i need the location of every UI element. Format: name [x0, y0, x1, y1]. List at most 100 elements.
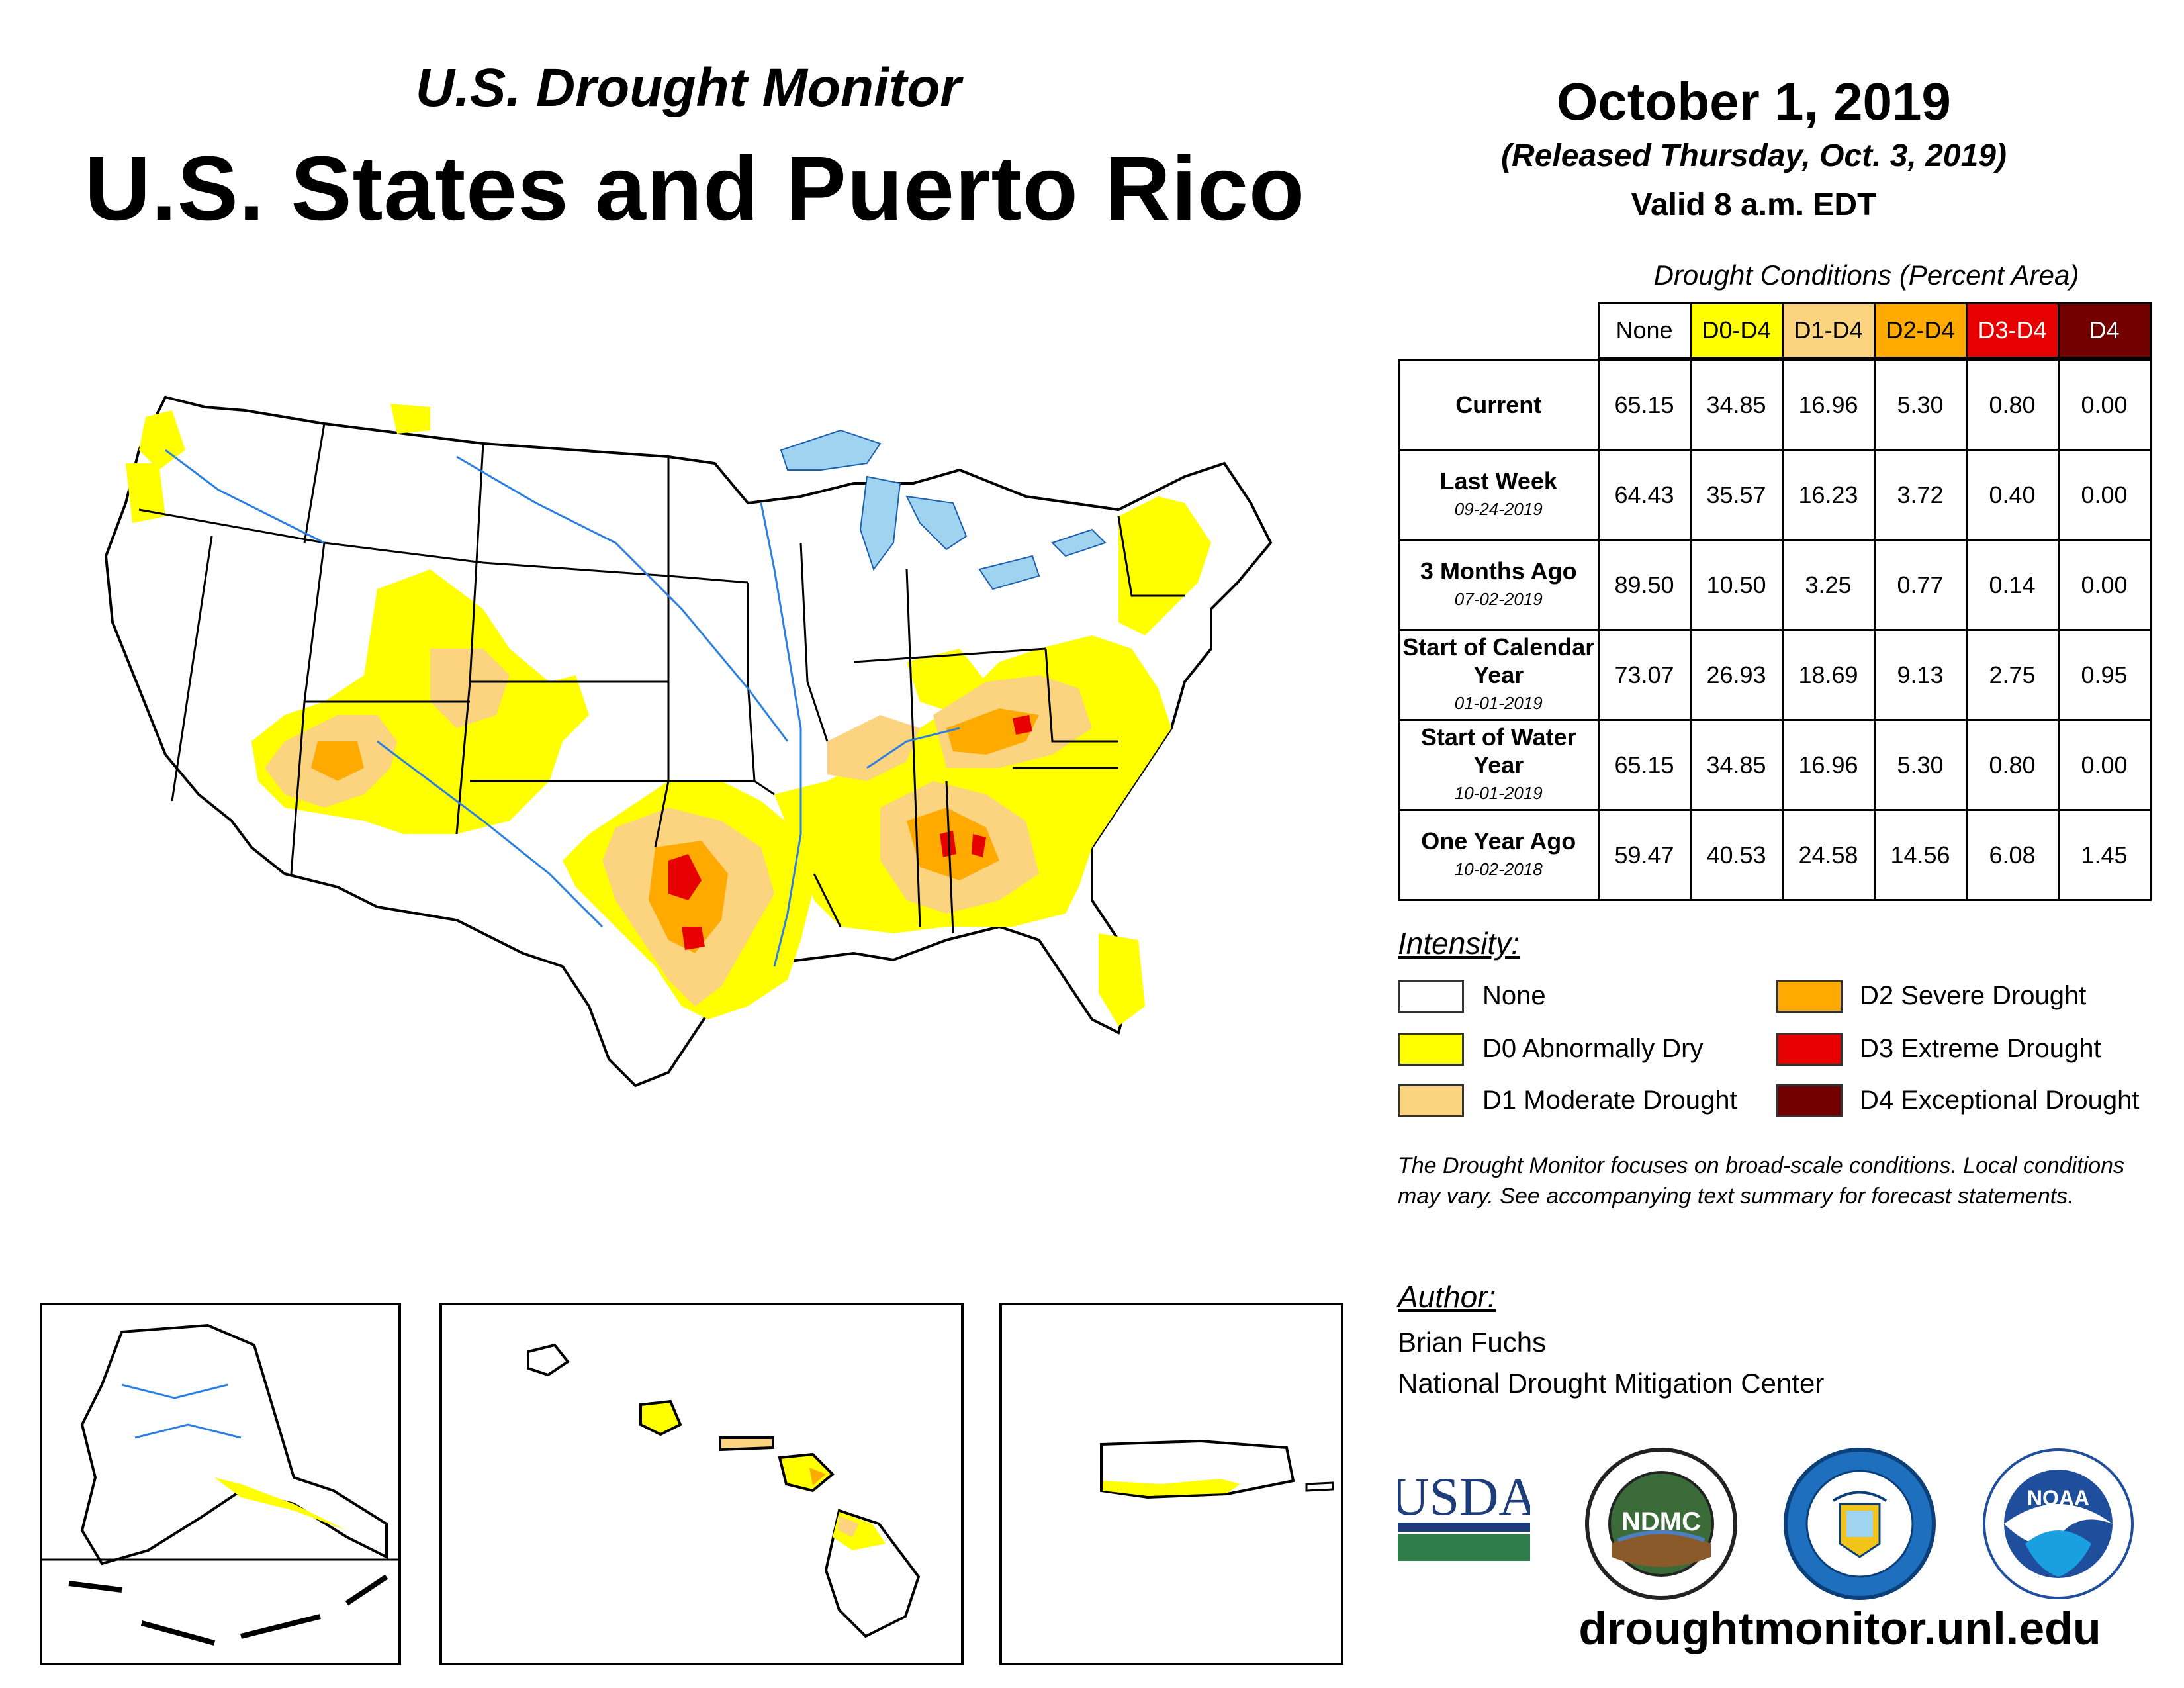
table-row: Start of Calendar Year 01-01-2019 73.07 2… [1398, 629, 2152, 721]
maui-d2 [809, 1468, 826, 1485]
legend-swatch-d2 [1776, 980, 1843, 1013]
col-d1-d4: D1-D4 [1781, 302, 1876, 359]
hawaii-map [527, 1343, 921, 1638]
big-island-d1 [838, 1516, 859, 1537]
rivers [165, 449, 960, 967]
cell: 0.77 [1873, 539, 1968, 631]
legend-label-d3: D3 Extreme Drought [1860, 1034, 2101, 1063]
cell: 0.80 [1965, 719, 2060, 811]
alaska-map [42, 1323, 398, 1646]
oahu [639, 1399, 682, 1436]
table-row: One Year Ago 10-02-2018 59.47 40.53 24.58… [1398, 809, 2152, 901]
col-d0-d4: D0-D4 [1689, 302, 1784, 359]
disclaimer-note: The Drought Monitor focuses on broad-sca… [1398, 1153, 2125, 1209]
conus-drought-map [104, 395, 1273, 1088]
cell: 89.50 [1597, 539, 1692, 631]
release-date: (Released Thursday, Oct. 3, 2019) [1501, 138, 2007, 173]
cell: 65.15 [1597, 359, 1692, 451]
molokai [719, 1436, 774, 1452]
cell: 3.25 [1781, 539, 1876, 631]
website-link[interactable]: droughtmonitor.unl.edu [1578, 1603, 2101, 1654]
drought-stats-table: None D0-D4 D1-D4 D2-D4 D3-D4 D4 Current … [1398, 302, 2152, 901]
col-d4: D4 [2057, 302, 2152, 359]
cell: 34.85 [1689, 719, 1784, 811]
map-subtitle: U.S. Drought Monitor [415, 58, 962, 118]
valid-time: Valid 8 a.m. EDT [1631, 187, 1877, 222]
legend-heading: Intensity: [1398, 926, 1520, 961]
row-label: 3 Months Ago 07-02-2019 [1398, 539, 1600, 631]
row-label: Start of Calendar Year 01-01-2019 [1398, 629, 1600, 721]
author-heading: Author: [1398, 1280, 1496, 1314]
ndmc-logo-text: NDMC [1621, 1507, 1701, 1536]
map-date: October 1, 2019 [1557, 72, 1951, 131]
cell: 9.13 [1873, 629, 1968, 721]
maui [778, 1452, 835, 1493]
noaa-logo-text: NOAA [2027, 1486, 2089, 1510]
cell: 16.96 [1781, 719, 1876, 811]
state-borders [138, 423, 1185, 934]
cell: 0.80 [1965, 359, 2060, 451]
cell: 73.07 [1597, 629, 1692, 721]
puerto-rico-map [1100, 1439, 1334, 1499]
vieques [1305, 1481, 1334, 1492]
cell: 35.57 [1689, 449, 1784, 541]
great-lakes [780, 429, 1107, 590]
map-title: U.S. States and Puerto Rico [84, 138, 1306, 240]
legend-swatch-d3 [1776, 1033, 1843, 1066]
row-label: One Year Ago 10-02-2018 [1398, 809, 1600, 901]
puerto-rico-d0 [1103, 1479, 1240, 1496]
legend-label-d2: D2 Severe Drought [1860, 981, 2087, 1010]
cell: 0.00 [2057, 719, 2152, 811]
usda-logo-text: USDA [1398, 1466, 1530, 1526]
cell: 64.43 [1597, 449, 1692, 541]
commerce-logo [1784, 1448, 1936, 1600]
aleutian-islands [68, 1574, 388, 1646]
cell: 24.58 [1781, 809, 1876, 901]
hawaii-inset [439, 1303, 964, 1665]
legend-label-d1: D1 Moderate Drought [1482, 1086, 1737, 1115]
legend-swatch-d4 [1776, 1084, 1843, 1117]
col-d2-d4: D2-D4 [1873, 302, 1968, 359]
col-none: None [1597, 302, 1692, 359]
cell: 3.72 [1873, 449, 1968, 541]
row-label: Last Week 09-24-2019 [1398, 449, 1600, 541]
row-label: Start of Water Year 10-01-2019 [1398, 719, 1600, 811]
legend-label-d4: D4 Exceptional Drought [1860, 1086, 2140, 1115]
noaa-logo: NOAA [1983, 1448, 2134, 1599]
d3-areas [668, 715, 1032, 950]
cell: 0.00 [2057, 449, 2152, 541]
author-org: National Drought Mitigation Center [1398, 1368, 1825, 1399]
cell: 0.40 [1965, 449, 2060, 541]
legend-swatch-d1 [1398, 1084, 1464, 1117]
cell: 14.56 [1873, 809, 1968, 901]
col-d3-d4: D3-D4 [1965, 302, 2060, 359]
cell: 1.45 [2057, 809, 2152, 901]
cell: 59.47 [1597, 809, 1692, 901]
table-header-row: None D0-D4 D1-D4 D2-D4 D3-D4 D4 [1399, 302, 2152, 359]
cell: 0.14 [1965, 539, 2060, 631]
legend-label-d0: D0 Abnormally Dry [1482, 1034, 1704, 1063]
alaska-d0 [214, 1477, 347, 1530]
cell: 5.30 [1873, 359, 1968, 451]
author-name: Brian Fuchs [1398, 1327, 1547, 1358]
cell: 26.93 [1689, 629, 1784, 721]
cell: 18.69 [1781, 629, 1876, 721]
table-row: Start of Water Year 10-01-2019 65.15 34.8… [1398, 719, 2152, 811]
cell: 16.23 [1781, 449, 1876, 541]
cell: 0.95 [2057, 629, 2152, 721]
kauai [527, 1343, 570, 1377]
cell: 6.08 [1965, 809, 2060, 901]
table-row: 3 Months Ago 07-02-2019 89.50 10.50 3.25 … [1398, 539, 2152, 631]
cell: 0.00 [2057, 539, 2152, 631]
cell: 34.85 [1689, 359, 1784, 451]
cell: 10.50 [1689, 539, 1784, 631]
cell: 65.15 [1597, 719, 1692, 811]
cell: 0.00 [2057, 359, 2152, 451]
cell: 40.53 [1689, 809, 1784, 901]
alaska-rivers [121, 1383, 242, 1439]
legend-swatch-none [1398, 980, 1464, 1013]
table-corner [1399, 303, 1599, 358]
alaska-inset [40, 1303, 401, 1665]
ndmc-logo: NDMC [1585, 1448, 1737, 1600]
cell: 16.96 [1781, 359, 1876, 451]
